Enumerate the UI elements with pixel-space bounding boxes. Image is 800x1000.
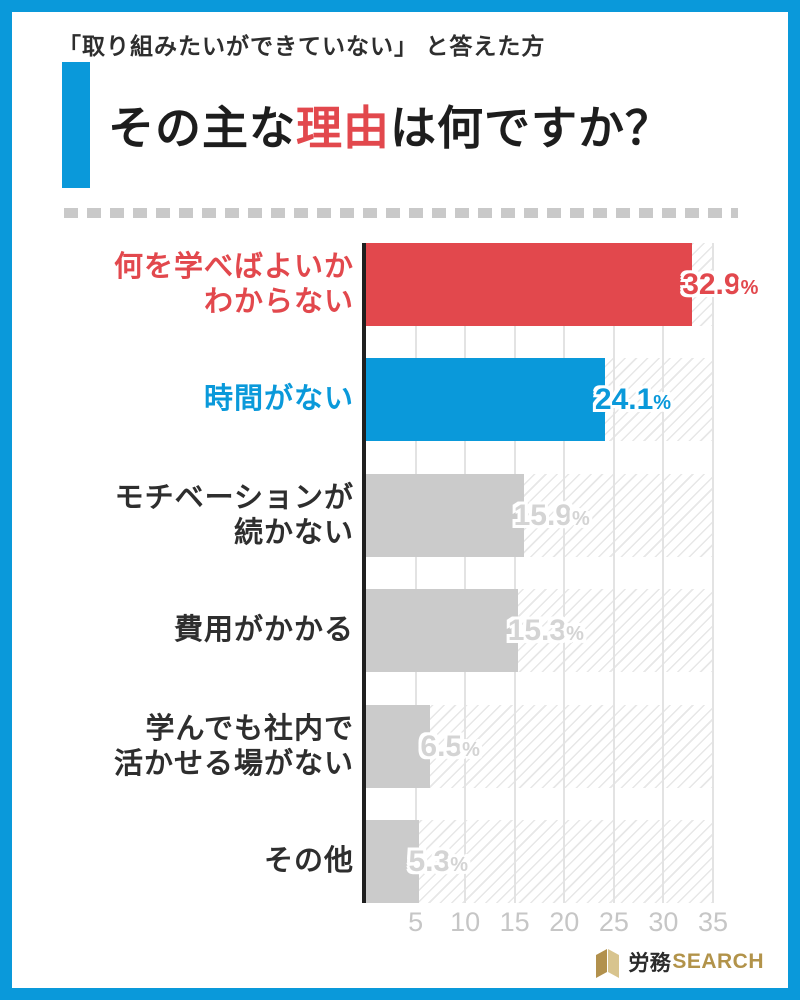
x-axis-ticks: 5 10 15 20 25 30 35 [366, 907, 728, 943]
page-title: その主な 理由 は何ですか？ [108, 62, 672, 188]
value-number: 32.9 [682, 267, 741, 301]
category-labels: 何を学べばよいか わからない時間がないモチベーションが 続かない費用がかかる学んでも… [60, 243, 354, 903]
percent-sign: % [566, 622, 584, 645]
bar-value-label: 24.1% [595, 383, 671, 417]
category-label-line: 学んでも社内で [145, 713, 354, 746]
category-label-line: その他 [263, 845, 354, 878]
dashed-divider [64, 208, 738, 218]
x-tick-label: 5 [408, 907, 424, 937]
value-number: 24.1 [594, 382, 654, 416]
bar [366, 589, 518, 672]
category-label: その他 [60, 820, 354, 903]
category-label: 何を学べばよいか わからない [60, 243, 354, 326]
gridline [513, 243, 516, 903]
x-tick-label: 35 [697, 907, 729, 937]
book-icon [596, 949, 620, 978]
bar [366, 705, 431, 788]
category-label: モチベーションが 続かない [60, 474, 354, 557]
subtitle: 「取り組みたいができていない」 と答えた方 [58, 33, 546, 59]
category-label: 時間がない [60, 358, 354, 441]
x-tick-label: 30 [648, 907, 679, 937]
x-tick-label: 20 [549, 907, 580, 937]
plot-area: 32.9% 24.1% 15.9% 15.3% 6.5% 5.3% [366, 243, 758, 903]
category-label: 学んでも社内で 活かせる場がない [60, 705, 354, 788]
title-highlight: 理由 [296, 102, 390, 154]
percent-sign: % [653, 391, 672, 414]
category-label-line: わからない [203, 285, 354, 318]
bar [366, 820, 419, 903]
value-number: 6.5 [420, 729, 463, 763]
category-label-line: 続かない [233, 516, 354, 549]
gridline [563, 243, 566, 903]
gridline [464, 243, 467, 903]
category-label-line: モチベーションが [114, 482, 354, 515]
y-axis-line [362, 243, 366, 903]
x-tick-label: 15 [499, 907, 530, 937]
x-tick-label: 25 [598, 907, 629, 937]
logo-text-gold: SEARCH [672, 950, 764, 973]
category-label: 費用がかかる [60, 589, 354, 672]
category-label-line: 活かせる場がない [113, 747, 354, 780]
gridline [662, 243, 665, 903]
bar [366, 358, 605, 441]
category-label-line: 何を学べばよいか [113, 251, 354, 284]
bar-value-label: 15.3% [508, 614, 584, 648]
bar-value-label: 6.5% [420, 730, 480, 764]
footer-logo: 労務 SEARCH [594, 944, 764, 980]
percent-sign: % [450, 853, 469, 876]
value-number: 5.3 [408, 844, 451, 878]
value-number: 15.3 [507, 613, 567, 647]
x-tick-label: 10 [450, 907, 481, 937]
gridline [712, 243, 714, 903]
title-suffix: は何ですか？ [390, 102, 672, 154]
gridline [414, 243, 417, 903]
gridline [612, 243, 615, 903]
bar-value-label: 15.9% [514, 499, 590, 533]
title-prefix: その主な [108, 102, 296, 154]
percent-sign: % [571, 507, 590, 530]
category-label-line: 費用がかかる [173, 614, 354, 647]
bar-value-label: 32.9% [682, 268, 758, 302]
bar [366, 474, 524, 557]
bar-value-label: 5.3% [409, 845, 469, 879]
percent-sign: % [462, 738, 480, 761]
percent-sign: % [740, 276, 759, 299]
logo-text-dark: 労務 [628, 952, 672, 975]
title-accent-bar [62, 62, 90, 188]
category-label-line: 時間がない [203, 383, 354, 416]
bar [366, 243, 693, 326]
bar-row-hatch [366, 820, 713, 903]
value-number: 15.9 [513, 498, 572, 532]
